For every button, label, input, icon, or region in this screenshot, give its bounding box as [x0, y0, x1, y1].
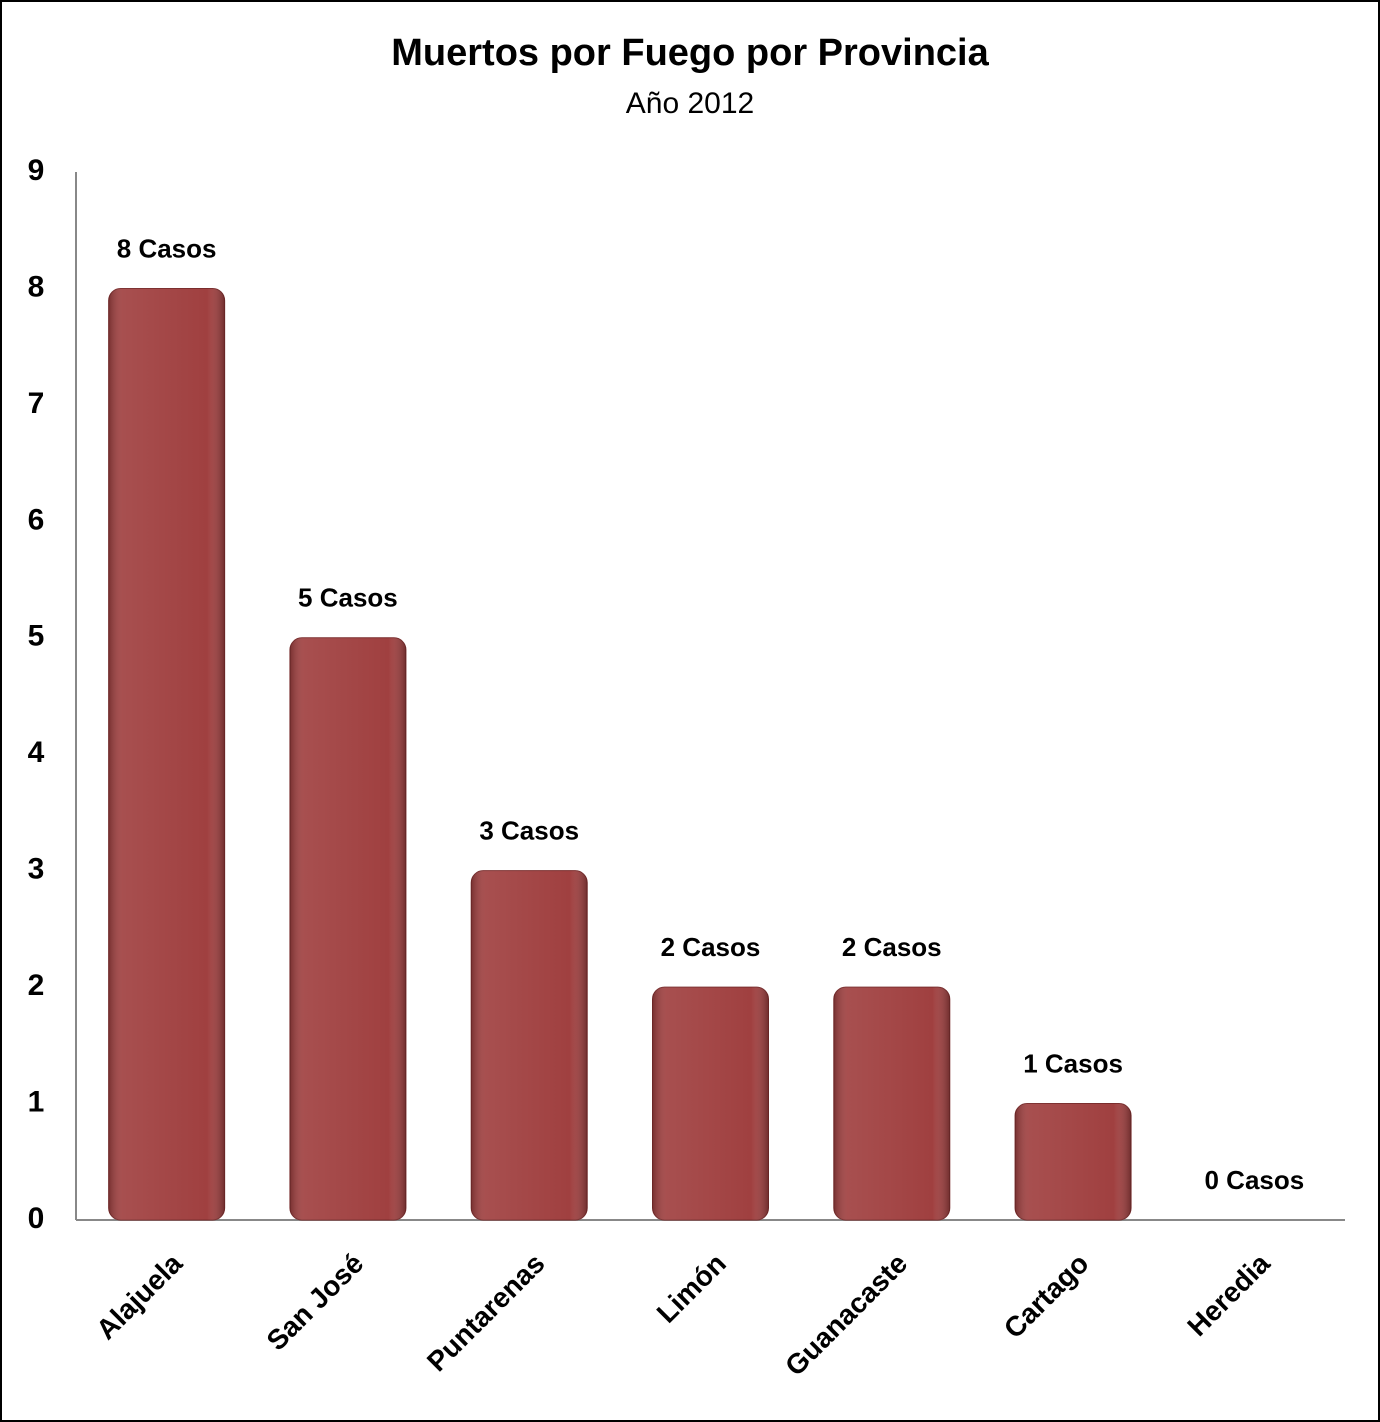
value-label: 1 Casos: [1023, 1048, 1123, 1078]
y-tick-label: 5: [28, 620, 45, 653]
value-label: 3 Casos: [479, 816, 579, 846]
bar: [108, 287, 226, 1221]
y-tick-label: 3: [28, 853, 45, 886]
bar: [1014, 1103, 1132, 1221]
y-tick-label: 7: [28, 387, 45, 420]
y-tick-label: 6: [28, 503, 45, 536]
value-label: 0 Casos: [1204, 1165, 1304, 1195]
chart-title: Muertos por Fuego por Provincia: [391, 32, 989, 74]
value-label: 2 Casos: [842, 932, 942, 962]
bar: [470, 870, 588, 1221]
y-tick-label: 4: [28, 736, 45, 769]
bar: [833, 986, 951, 1221]
value-label: 5 Casos: [298, 583, 398, 613]
y-tick-label: 2: [28, 969, 45, 1002]
chart-subtitle: Año 2012: [626, 87, 754, 120]
bar: [652, 986, 769, 1221]
y-tick-label: 1: [28, 1085, 45, 1118]
y-tick-label: 8: [28, 270, 45, 303]
y-tick-label: 9: [28, 154, 45, 187]
y-tick-label: 0: [28, 1202, 45, 1235]
value-label: 8 Casos: [117, 233, 217, 263]
bar: [289, 637, 407, 1221]
value-label: 2 Casos: [661, 932, 761, 962]
